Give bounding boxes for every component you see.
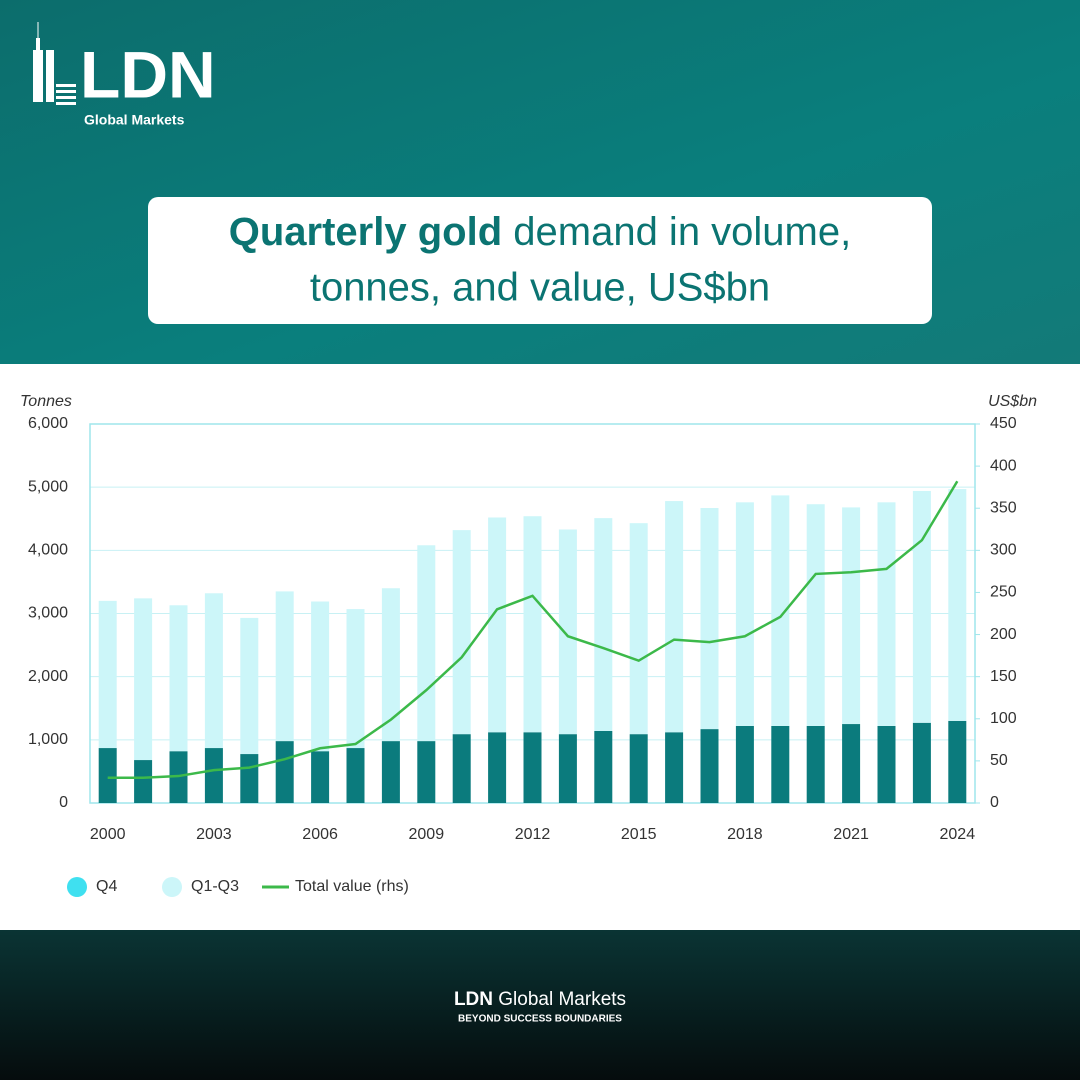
logo-sub: Global Markets	[84, 112, 185, 128]
bar	[594, 518, 613, 731]
bar	[311, 751, 330, 803]
title-box	[148, 197, 932, 324]
y2-tick-label: 0	[990, 794, 999, 811]
bar	[452, 734, 471, 803]
bar	[806, 725, 825, 803]
bar	[169, 605, 188, 752]
bar	[558, 529, 577, 735]
legend-label: Q4	[96, 878, 117, 895]
y2-axis-title: US$bn	[988, 393, 1037, 410]
bar	[877, 725, 896, 803]
bar	[912, 722, 931, 803]
bar	[452, 530, 471, 735]
bar	[948, 489, 967, 721]
bar	[700, 729, 719, 803]
footer-bg	[0, 930, 1080, 1080]
bar	[204, 748, 223, 803]
bar	[488, 732, 507, 803]
y-tick-label: 3,000	[28, 605, 68, 622]
y2-tick-label: 200	[990, 626, 1017, 643]
bar	[488, 517, 507, 733]
title-rest: demand in volume,	[513, 210, 851, 254]
y-tick-label: 6,000	[28, 415, 68, 432]
bar	[771, 495, 790, 726]
bar	[842, 724, 861, 803]
bar	[134, 598, 153, 761]
y2-tick-label: 250	[990, 584, 1017, 601]
footer-bold: LDN	[454, 989, 493, 1010]
legend-marker	[162, 877, 182, 897]
y2-tick-label: 50	[990, 752, 1008, 769]
x-tick-label: 2009	[409, 826, 445, 843]
y2-tick-label: 450	[990, 415, 1017, 432]
bar	[381, 588, 400, 742]
bar	[346, 748, 365, 803]
logo-icon	[33, 22, 76, 105]
bar	[948, 720, 967, 803]
bar	[311, 601, 330, 752]
bar	[629, 734, 648, 803]
line	[107, 480, 959, 779]
bar	[417, 741, 436, 803]
bar	[700, 508, 719, 730]
bar	[665, 732, 684, 803]
x-tick-label: 2012	[515, 826, 551, 843]
x-tick-label: 2000	[90, 826, 126, 843]
footer-brand: LDN Global Markets	[454, 989, 626, 1010]
y-axis-title: Tonnes	[20, 393, 72, 410]
bar	[806, 504, 825, 726]
logo-text: LDN	[80, 37, 216, 111]
bar	[346, 609, 365, 749]
y2-tick-label: 400	[990, 457, 1017, 474]
bar	[240, 617, 259, 755]
bar	[594, 730, 613, 803]
bar	[98, 600, 117, 749]
x-tick-label: 2003	[196, 826, 232, 843]
bar	[417, 545, 436, 742]
bar	[240, 754, 259, 803]
legend-label: Total value (rhs)	[295, 878, 409, 895]
x-tick-label: 2015	[621, 826, 657, 843]
bar	[275, 741, 294, 803]
x-tick-label: 2018	[727, 826, 763, 843]
bar	[98, 748, 117, 803]
bar	[912, 490, 931, 723]
bar	[842, 507, 861, 725]
footer-tagline: BEYOND SUCCESS BOUNDARIES	[458, 1014, 622, 1025]
y2-tick-label: 100	[990, 710, 1017, 727]
bar	[523, 732, 542, 803]
title-line-2: tonnes, and value, US$bn	[310, 266, 770, 310]
title-bold: Quarterly gold	[229, 210, 502, 254]
y-tick-label: 4,000	[28, 542, 68, 559]
bar	[629, 523, 648, 735]
y-tick-label: 1,000	[28, 731, 68, 748]
bar	[771, 725, 790, 803]
bar	[381, 741, 400, 803]
title-line-1: Quarterly gold demand in volume,	[229, 210, 851, 254]
y-tick-label: 5,000	[28, 478, 68, 495]
x-tick-label: 2021	[833, 826, 869, 843]
bar	[204, 593, 223, 749]
footer-rest: Global Markets	[498, 989, 626, 1010]
legend-label: Q1-Q3	[191, 878, 239, 895]
bar	[877, 502, 896, 726]
y-tick-label: 2,000	[28, 668, 68, 685]
bar	[134, 760, 153, 803]
y2-tick-label: 350	[990, 499, 1017, 516]
y-tick-label: 0	[59, 794, 68, 811]
bar	[523, 516, 542, 733]
bar	[275, 591, 294, 742]
bar	[665, 501, 684, 733]
x-tick-label: 2006	[302, 826, 338, 843]
bar	[735, 502, 754, 726]
y2-tick-label: 150	[990, 668, 1017, 685]
bar	[558, 734, 577, 803]
legend-marker	[67, 877, 87, 897]
x-tick-label: 2024	[940, 826, 976, 843]
y2-tick-label: 300	[990, 542, 1017, 559]
bar	[735, 725, 754, 803]
